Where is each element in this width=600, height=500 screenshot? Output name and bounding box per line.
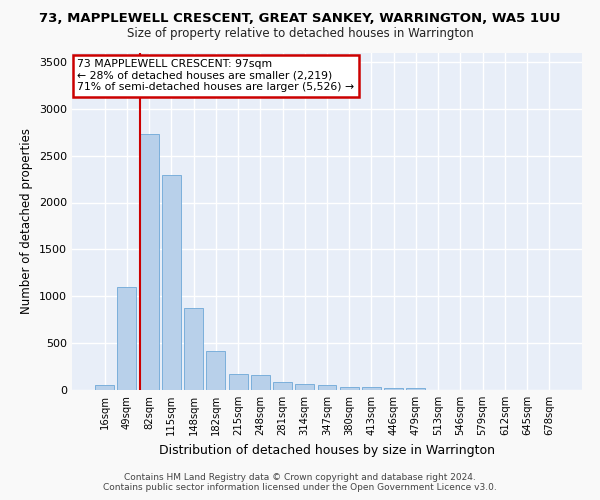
Bar [229, 374, 248, 390]
Bar [384, 388, 403, 390]
Bar [184, 308, 203, 390]
Bar [95, 386, 114, 390]
Text: Size of property relative to detached houses in Warrington: Size of property relative to detached ho… [127, 28, 473, 40]
Text: Contains HM Land Registry data © Crown copyright and database right 2024.
Contai: Contains HM Land Registry data © Crown c… [103, 473, 497, 492]
Text: 73 MAPPLEWELL CRESCENT: 97sqm
← 28% of detached houses are smaller (2,219)
71% o: 73 MAPPLEWELL CRESCENT: 97sqm ← 28% of d… [77, 59, 354, 92]
X-axis label: Distribution of detached houses by size in Warrington: Distribution of detached houses by size … [159, 444, 495, 456]
Bar [162, 176, 181, 390]
Bar [340, 386, 359, 390]
Bar [206, 350, 225, 390]
Bar [140, 134, 158, 390]
Bar [317, 386, 337, 390]
Text: 73, MAPPLEWELL CRESCENT, GREAT SANKEY, WARRINGTON, WA5 1UU: 73, MAPPLEWELL CRESCENT, GREAT SANKEY, W… [39, 12, 561, 26]
Bar [273, 382, 292, 390]
Bar [251, 374, 270, 390]
Y-axis label: Number of detached properties: Number of detached properties [20, 128, 34, 314]
Bar [118, 287, 136, 390]
Bar [406, 388, 425, 390]
Bar [362, 387, 381, 390]
Bar [295, 384, 314, 390]
